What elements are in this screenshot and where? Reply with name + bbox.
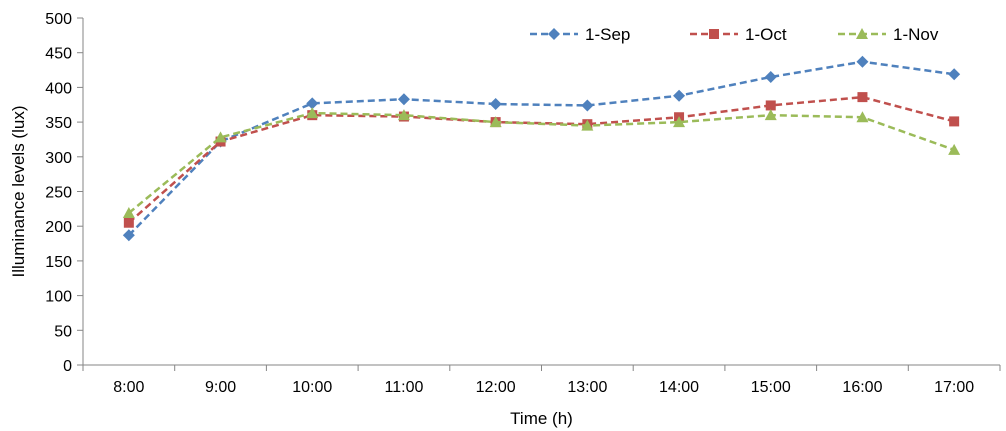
legend-item: 1-Sep: [530, 25, 630, 44]
data-point: [489, 116, 502, 128]
data-point: [214, 131, 227, 143]
data-point: [856, 111, 869, 123]
x-tick-label: 13:00: [567, 379, 607, 396]
series-layer: [122, 55, 961, 242]
data-point: [397, 109, 410, 121]
x-tick-label: 14:00: [659, 379, 699, 396]
plot-area: 0 50 100 150 200 250 300 350 400 450 500 8:00 9:00 1…: [45, 11, 1001, 396]
series-1-Nov: [122, 107, 961, 219]
data-point: [949, 116, 960, 127]
data-point: [397, 93, 410, 106]
data-point: [948, 68, 961, 81]
series-1-Sep: [122, 55, 961, 242]
x-tick-label: 16:00: [842, 379, 882, 396]
y-tick-label: 300: [45, 150, 72, 167]
y-tick-label: 500: [45, 11, 72, 28]
data-point: [581, 99, 594, 112]
legend: 1-Sep 1-Oct 1-Nov: [530, 25, 939, 44]
x-tick-label: 15:00: [751, 379, 791, 396]
data-point: [673, 116, 686, 128]
y-tick-label: 0: [63, 358, 72, 375]
series-line: [128, 95, 955, 224]
y-tick-label: 150: [45, 254, 72, 271]
x-tick-label: 11:00: [385, 379, 424, 396]
data-point: [948, 143, 961, 155]
data-point: [122, 207, 135, 219]
data-point: [764, 70, 777, 83]
y-tick-label: 250: [45, 185, 72, 202]
series-line: [127, 60, 955, 237]
data-point: [857, 92, 868, 103]
data-point: [856, 55, 869, 68]
data-point: [673, 89, 686, 102]
legend-label: 1-Nov: [893, 25, 939, 44]
legend-item: 1-Oct: [690, 25, 787, 44]
data-point: [581, 119, 594, 131]
y-tick-label: 50: [54, 323, 72, 340]
data-point: [122, 229, 135, 242]
series-line: [128, 111, 955, 214]
legend-item: 1-Nov: [838, 25, 939, 44]
y-tick-label: 400: [45, 80, 72, 97]
y-axis-title: Illuminance levels (lux): [9, 106, 28, 278]
x-tick-label: 10:00: [292, 379, 332, 396]
legend-label: 1-Oct: [745, 25, 787, 44]
legend-marker: [548, 28, 560, 40]
x-tick-label: 8:00: [113, 379, 144, 396]
data-point: [123, 217, 134, 228]
series-1-Oct: [123, 92, 960, 228]
y-tick-label: 200: [45, 219, 72, 236]
data-point: [489, 98, 502, 111]
x-tick-label: 9:00: [205, 379, 236, 396]
data-point: [764, 109, 777, 121]
y-axis-ticks: 0 50 100 150 200 250 300 350 400 450 500: [45, 11, 83, 375]
x-axis-title: Time (h): [510, 409, 573, 428]
y-tick-label: 350: [45, 115, 72, 132]
data-point: [765, 100, 776, 111]
data-point: [306, 97, 319, 110]
legend-marker: [856, 28, 868, 39]
x-tick-label: 12:00: [476, 379, 516, 396]
y-tick-label: 100: [45, 289, 72, 306]
data-point: [306, 107, 319, 119]
x-tick-label: 17:00: [934, 379, 974, 396]
legend-label: 1-Sep: [585, 25, 630, 44]
y-tick-label: 450: [45, 46, 72, 63]
x-axis-ticks: 8:00 9:00 10:00 11:00 12:00 13:00 14:00 15:00 16…: [82, 365, 1001, 396]
legend-marker: [709, 29, 719, 39]
